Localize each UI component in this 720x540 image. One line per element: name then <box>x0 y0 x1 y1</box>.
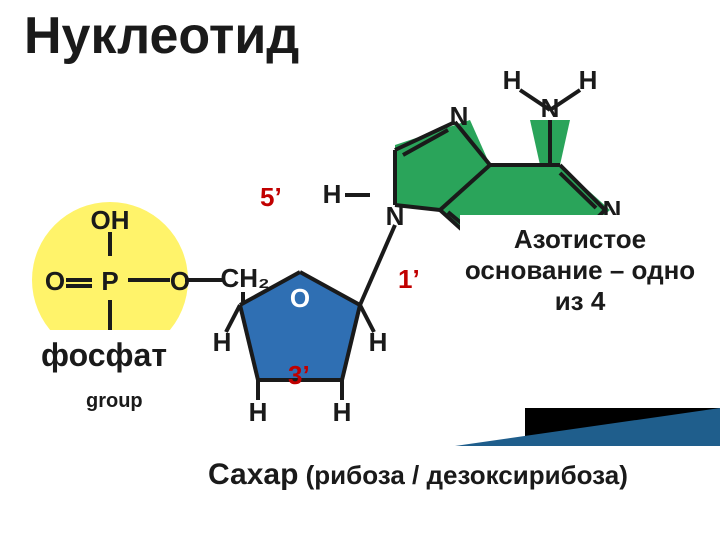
label-nitrogenous-base: Азотистое основание – одно из 4 <box>460 215 700 325</box>
atom-CH2: CH₂ <box>220 263 269 293</box>
atom-N9: N <box>386 201 405 231</box>
atom-OH: OH <box>91 205 130 235</box>
atom-N-amine: N <box>541 93 560 123</box>
atom-H-am1: H <box>503 65 522 95</box>
label-sugar: Сахар (рибоза / дезоксирибоза) <box>200 450 708 500</box>
atom-N7: N <box>450 101 469 131</box>
atom-O-left: O <box>45 266 65 296</box>
label-phosphate: фосфат <box>24 330 184 380</box>
slide-container: { "title": { "text": "Нуклеотид", "fontS… <box>0 0 720 540</box>
callout-5-prime: 5’ <box>260 182 282 213</box>
atom-H-4: H <box>213 327 232 357</box>
atom-O-right: O <box>170 266 190 296</box>
callout-1-prime: 1’ <box>398 264 420 295</box>
atom-P: P <box>101 266 118 296</box>
atom-ring-O: O <box>290 283 310 313</box>
label-sugar-strong: Сахар <box>208 458 298 491</box>
label-sugar-rest: (рибоза / дезоксирибоза) <box>298 460 627 490</box>
atom-H-1: H <box>369 327 388 357</box>
label-phosphate-group-caption: group <box>86 390 143 413</box>
atom-H-imid: H <box>323 179 342 209</box>
atom-H-am2: H <box>579 65 598 95</box>
atom-H-2: H <box>333 397 352 427</box>
callout-3-prime: 3’ <box>288 360 310 391</box>
atom-H-3: H <box>249 397 268 427</box>
